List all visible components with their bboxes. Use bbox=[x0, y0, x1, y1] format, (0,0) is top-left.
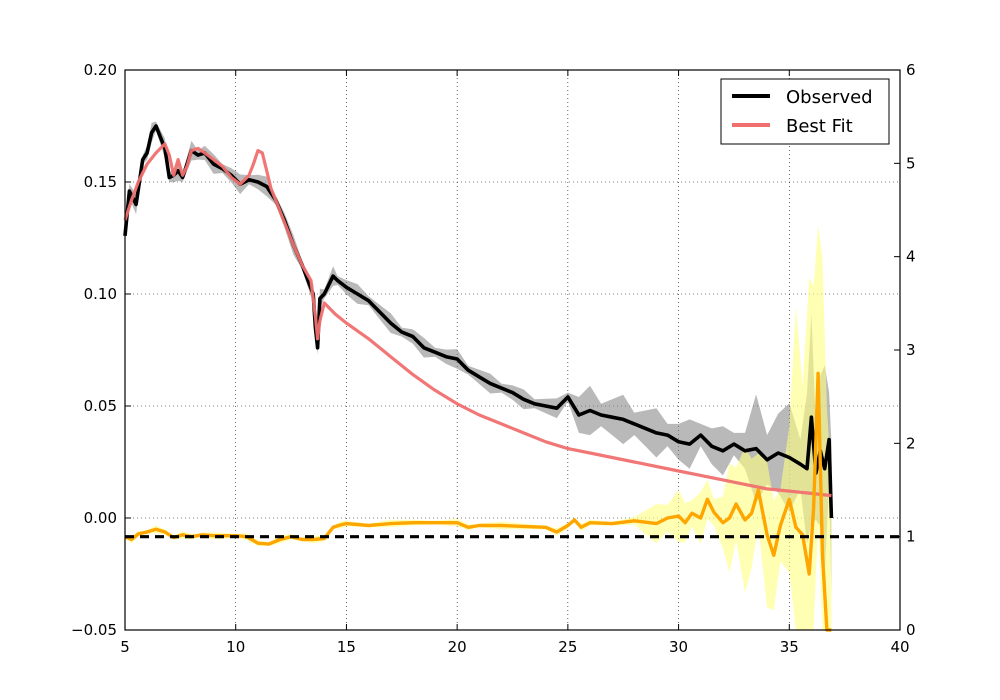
y2-tick-label: 6 bbox=[906, 61, 916, 79]
y-tick-label: 0.00 bbox=[84, 509, 117, 527]
x-tick-label: 30 bbox=[669, 638, 688, 656]
legend-label-observed: Observed bbox=[786, 87, 873, 108]
legend-box bbox=[720, 78, 890, 145]
y2-tick-label: 1 bbox=[906, 528, 916, 546]
y-tick-label: 0.10 bbox=[84, 285, 117, 303]
y-tick-label: −0.05 bbox=[71, 621, 117, 639]
legend: Observed Best Fit bbox=[720, 78, 890, 145]
data-series bbox=[123, 124, 900, 632]
x-tick-label: 10 bbox=[226, 638, 245, 656]
uncertainty-bands bbox=[125, 121, 832, 630]
series-line-best-fit bbox=[123, 142, 832, 498]
y2-tick-label: 0 bbox=[906, 621, 916, 639]
x-tick-label: 20 bbox=[448, 638, 467, 656]
x-tick-label: 35 bbox=[780, 638, 799, 656]
y-tick-label: 0.15 bbox=[84, 173, 117, 191]
x-tick-label: 5 bbox=[120, 638, 130, 656]
y-tick-label: 0.05 bbox=[84, 397, 117, 415]
axis-ticks bbox=[124, 69, 901, 631]
ratio-uncertainty-band bbox=[125, 224, 832, 630]
x-tick-label: 40 bbox=[890, 638, 909, 656]
series-line-ratio bbox=[124, 371, 832, 632]
y2-tick-label: 5 bbox=[906, 154, 916, 172]
y-tick-label: 0.20 bbox=[84, 61, 117, 79]
x-tick-label: 25 bbox=[558, 638, 577, 656]
legend-label-best-fit: Best Fit bbox=[786, 116, 853, 137]
x-tick-label: 15 bbox=[337, 638, 356, 656]
y2-tick-label: 4 bbox=[906, 248, 916, 266]
y2-tick-label: 3 bbox=[906, 341, 916, 359]
y2-tick-label: 2 bbox=[906, 434, 916, 452]
tick-labels: 5 10 15 20 25 30 35 40−0.050.000.050.100.150.20… bbox=[71, 61, 916, 656]
